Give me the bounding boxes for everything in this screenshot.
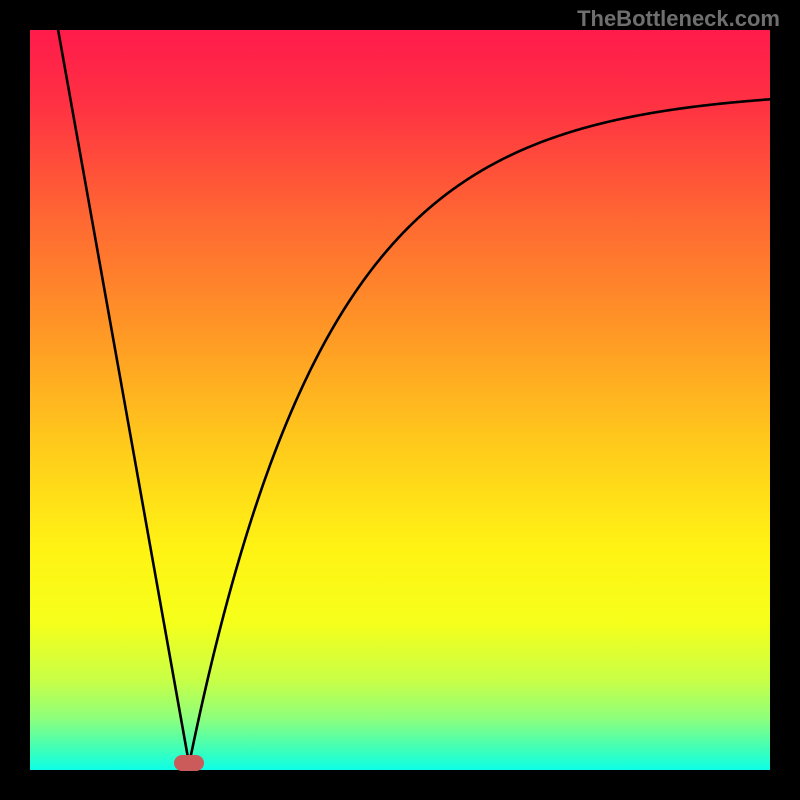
optimum-marker	[174, 755, 204, 771]
plot-area	[30, 30, 770, 770]
curve-path	[30, 30, 770, 764]
chart-container: { "watermark": { "text": "TheBottleneck.…	[0, 0, 800, 800]
bottleneck-curve	[30, 30, 770, 770]
watermark-text: TheBottleneck.com	[577, 6, 780, 32]
